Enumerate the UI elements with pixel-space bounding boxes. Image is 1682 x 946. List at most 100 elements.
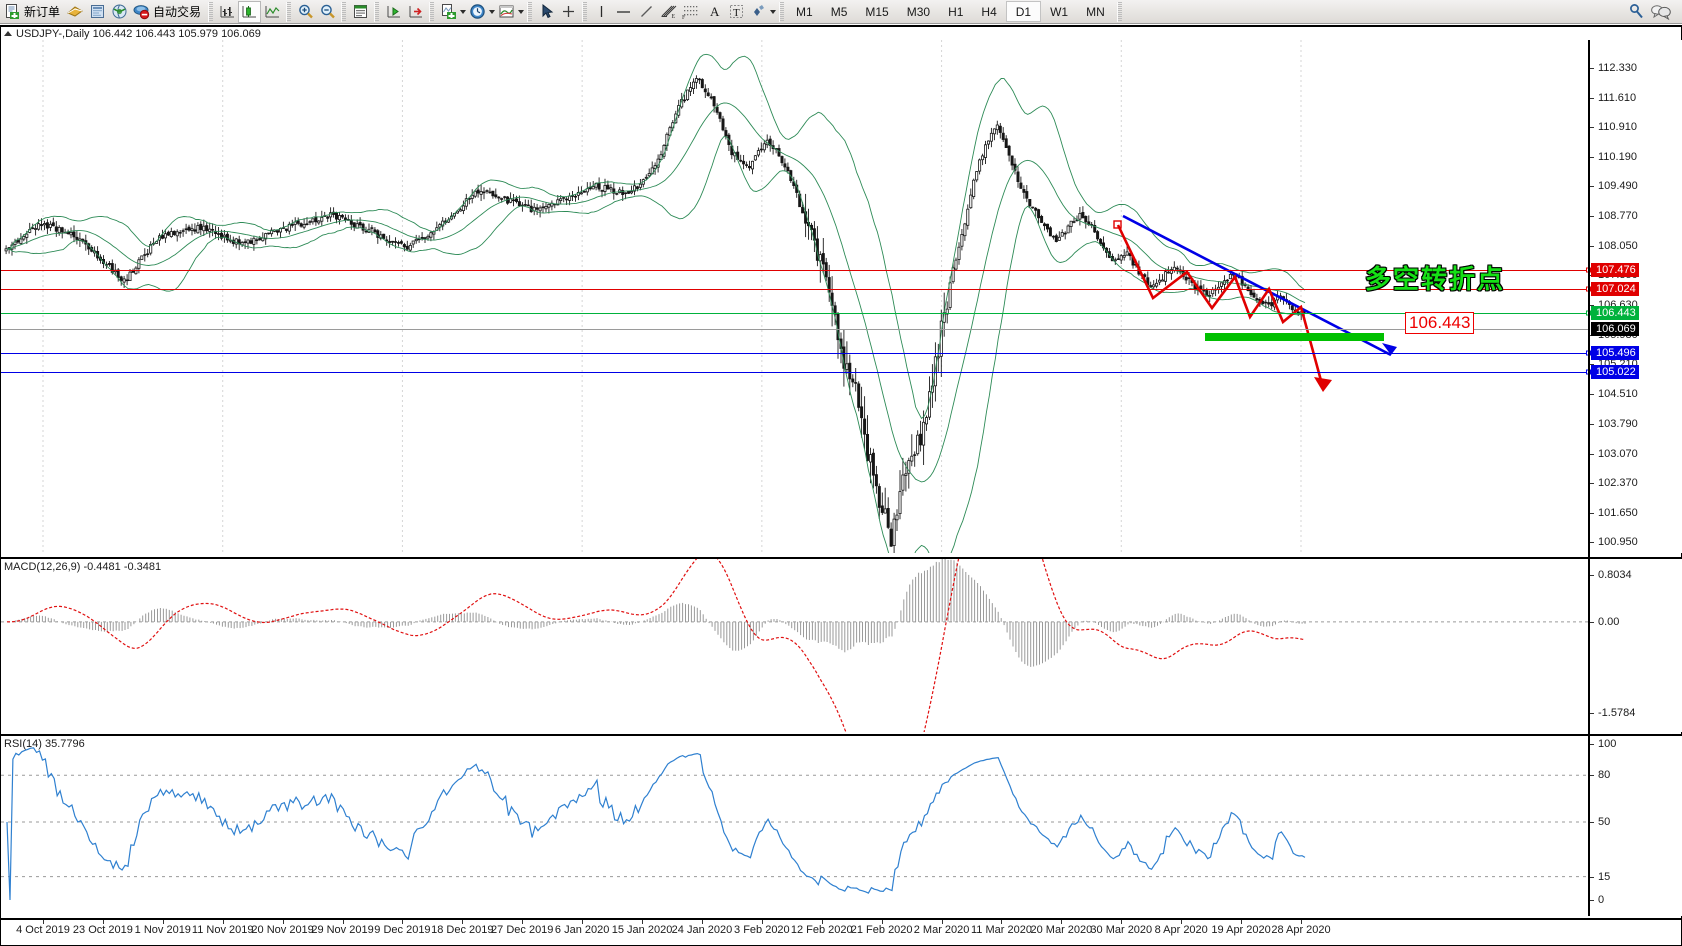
price-tick: 108.050	[1590, 240, 1638, 252]
date-label: 30 Mar 2020	[1090, 924, 1153, 936]
trendline-button[interactable]	[635, 1, 657, 23]
timeframe-m5[interactable]: M5	[830, 4, 848, 19]
price-label-target[interactable]: 105.022	[1586, 365, 1639, 380]
auto-trading-button[interactable]: 自动交易	[130, 1, 205, 23]
price-label-current-price[interactable]: 106.069	[1591, 321, 1639, 336]
price-tick: 102.370	[1590, 477, 1638, 489]
globe-icon	[111, 3, 128, 20]
date-tick	[1001, 920, 1003, 924]
bar-chart-icon	[219, 3, 236, 20]
indicators-button[interactable]	[437, 1, 459, 23]
rsi-plot-area[interactable]	[1, 736, 1588, 916]
turning-point-annotation: 多空转折点	[1365, 265, 1506, 295]
metaeditor-button[interactable]	[86, 1, 108, 23]
macd-pane[interactable]: MACD(12,26,9) -0.4481 -0.3481 0.8034 0.00…	[1, 557, 1682, 732]
period-button[interactable]	[466, 1, 488, 23]
text-icon: A	[706, 3, 723, 20]
date-label: 27 Dec 2019	[491, 924, 554, 936]
date-tick	[43, 920, 44, 924]
autotrade-icon	[132, 3, 150, 20]
shapes-icon	[750, 3, 767, 20]
price-line-target[interactable]	[1, 372, 1588, 374]
templates-button[interactable]	[495, 1, 517, 23]
horizontal-line-button[interactable]	[612, 1, 635, 23]
collapse-triangle-icon[interactable]	[4, 31, 12, 36]
macd-axis[interactable]: 0.8034 0.00 -1.5784	[1590, 559, 1682, 732]
timeframe-h4[interactable]: H4	[981, 4, 997, 19]
text-button[interactable]: A	[703, 1, 725, 23]
price-line-current-price[interactable]	[1, 328, 1588, 330]
timeframe-d1[interactable]: D1	[1005, 1, 1042, 22]
macd-plot-area[interactable]	[1, 559, 1588, 732]
price-line-resistance[interactable]	[1, 289, 1588, 291]
crosshair-button[interactable]	[557, 1, 579, 23]
price-line-support[interactable]	[1, 313, 1588, 315]
trendline-icon	[638, 3, 655, 20]
price-line-target[interactable]	[1, 352, 1588, 354]
date-label: 2 Mar 2020	[913, 924, 970, 936]
chart-shift-button[interactable]	[382, 1, 404, 23]
zoom-in-button[interactable]	[294, 1, 316, 23]
date-tick	[282, 920, 284, 924]
shapes-button[interactable]	[747, 1, 769, 23]
timeframe-m1[interactable]: M1	[796, 4, 813, 19]
price-label-target[interactable]: 105.496	[1586, 345, 1639, 360]
search-button[interactable]	[1625, 1, 1648, 23]
text-label-icon: T	[728, 3, 745, 20]
date-label: 9 Dec 2019	[374, 924, 431, 936]
price-label-support[interactable]: 106.443	[1586, 306, 1639, 321]
timeframe-m30[interactable]: M30	[906, 4, 931, 19]
shapes-dropdown-arrow[interactable]	[770, 9, 777, 14]
zoom-out-button[interactable]	[316, 1, 338, 23]
indicators-dropdown-arrow[interactable]	[460, 9, 467, 14]
price-pane[interactable]: 112.330 111.610 110.910 110.190 109.490 108.7…	[1, 40, 1682, 553]
price-tick: 110.910	[1590, 121, 1637, 133]
new-order-icon	[4, 3, 21, 20]
rsi-pane[interactable]: RSI(14) 35.7796 100 80 50 15 0	[1, 734, 1682, 916]
toolbar-separator-5	[429, 1, 435, 22]
text-label-button[interactable]: T	[725, 1, 747, 23]
rsi-tick: 0	[1590, 894, 1604, 906]
chart-window[interactable]: USDJPY-,Daily 106.442 106.443 105.979 10…	[0, 25, 1682, 946]
vertical-line-icon	[593, 3, 610, 20]
macd-tick: 0.00	[1590, 616, 1619, 628]
price-line-resistance[interactable]	[1, 270, 1588, 272]
toolbar-separator	[208, 1, 214, 22]
wizard-button[interactable]	[64, 1, 86, 23]
rsi-tick: 50	[1590, 816, 1610, 828]
data-window-button[interactable]	[349, 1, 371, 23]
cursor-button[interactable]	[535, 1, 557, 23]
vertical-line-button[interactable]	[590, 1, 612, 23]
fibonacci-button[interactable]: E	[657, 1, 680, 23]
period-dropdown-arrow[interactable]	[489, 9, 496, 14]
bollinger-lower	[6, 136, 1306, 553]
date-axis[interactable]: 4 Oct 2019 23 Oct 2019 1 Nov 2019 11 Nov 20…	[1, 918, 1682, 946]
auto-trading-label: 自动交易	[153, 5, 202, 19]
templates-dropdown-arrow[interactable]	[518, 9, 525, 14]
market-watch-button[interactable]	[108, 1, 130, 23]
timeframe-w1[interactable]: W1	[1050, 4, 1069, 19]
candlestick-chart-button[interactable]	[238, 0, 262, 23]
trendline-arrow	[1382, 343, 1397, 355]
date-tick	[162, 920, 164, 924]
price-label-resistance[interactable]: 107.476	[1586, 263, 1639, 278]
rsi-axis[interactable]: 100 80 50 15 0	[1590, 736, 1682, 916]
bollinger-upper	[6, 53, 1306, 420]
channel-button[interactable]: F	[680, 1, 703, 23]
price-label-resistance[interactable]: 107.024	[1586, 282, 1639, 297]
line-chart-button[interactable]	[261, 1, 283, 23]
timeframe-h1[interactable]: H1	[948, 4, 964, 19]
bar-chart-button[interactable]	[216, 1, 238, 23]
timeframe-m15[interactable]: M15	[865, 4, 889, 19]
autoscroll-button[interactable]	[404, 1, 426, 23]
chat-button[interactable]	[1648, 1, 1674, 23]
svg-text:E: E	[672, 14, 676, 20]
fibo-icon: E	[659, 3, 678, 20]
price-plot-area[interactable]	[1, 40, 1588, 553]
new-order-button[interactable]: 新订单	[2, 1, 64, 23]
date-tick	[402, 920, 404, 924]
price-tick: 103.070	[1590, 448, 1638, 460]
timeframe-group: M1 M5 M15 M30 H1 H4 D1 W1 MN	[787, 1, 1114, 22]
price-axis[interactable]: 112.330 111.610 110.910 110.190 109.490 108.7…	[1586, 40, 1682, 553]
timeframe-mn[interactable]: MN	[1086, 4, 1105, 19]
